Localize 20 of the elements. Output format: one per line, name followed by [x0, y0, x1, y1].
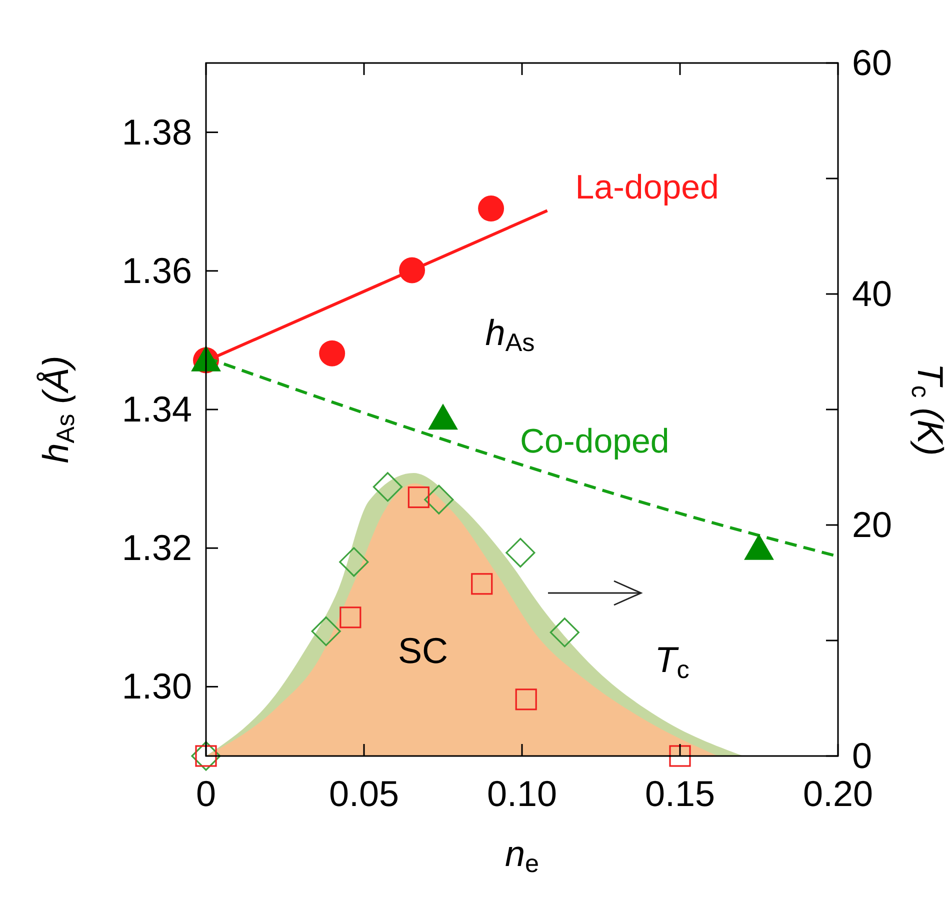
annotation: h$_{As}$: [485, 312, 535, 358]
y-tick-label: 1.32: [122, 527, 192, 568]
annotation: SC: [398, 630, 448, 671]
x-tick-label: 0.05: [328, 773, 400, 814]
y-tick-label: 1.38: [122, 111, 192, 152]
y2-tick-label: 20: [852, 504, 892, 545]
y2-tick-label: 60: [852, 42, 892, 83]
series-label: La-doped: [575, 168, 719, 207]
x-axis-title: n$_{e}$: [504, 833, 540, 878]
series-label: Co-doped: [520, 422, 670, 460]
x-tick-label: 0: [196, 773, 216, 814]
y-tick-label: 1.34: [122, 388, 192, 430]
y2-tick-label: 0: [852, 735, 872, 776]
y2-tick-label: 40: [852, 273, 892, 314]
x-tick-label: 0.20: [802, 773, 874, 814]
y-tick-label: 1.30: [122, 666, 192, 707]
y-tick-label: 1.36: [122, 250, 192, 291]
x-tick-label: 0.10: [486, 773, 558, 814]
x-tick-label: 0.15: [644, 773, 716, 814]
annotation: T$_{c}$: [654, 639, 690, 684]
